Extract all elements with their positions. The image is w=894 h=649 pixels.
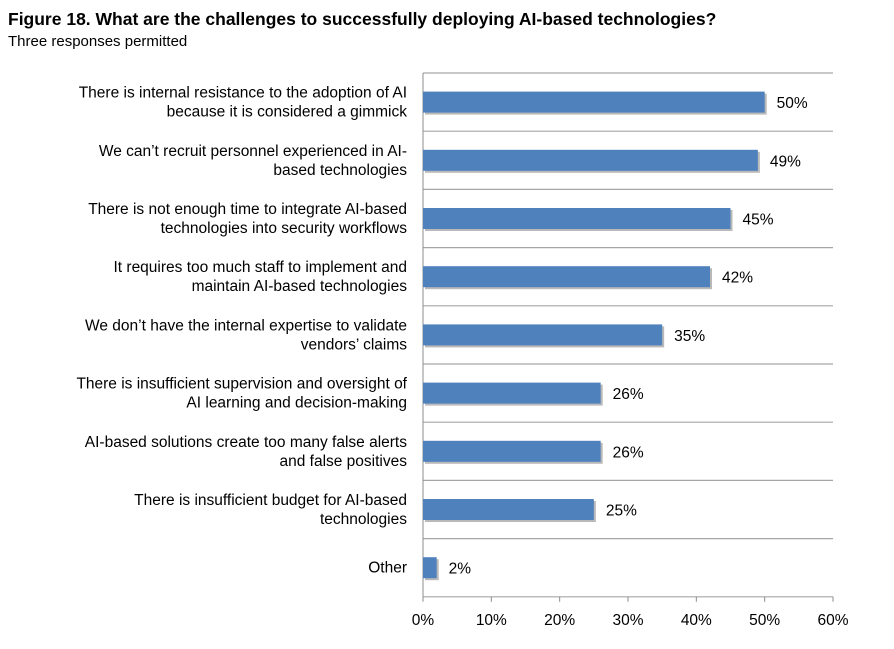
bar [423, 208, 731, 229]
category-label: We can’t recruit personnel experienced i… [99, 143, 407, 179]
category-label-line: technologies [320, 511, 407, 528]
category-label: AI-based solutions create too many false… [85, 434, 407, 470]
category-label-line: maintain AI-based technologies [192, 278, 408, 295]
category-label: There is internal resistance to the adop… [79, 85, 408, 121]
x-tick-label: 10% [476, 612, 507, 629]
category-label: Other [368, 560, 407, 577]
category-label-line: We don’t have the internal expertise to … [85, 317, 407, 334]
data-label: 26% [613, 444, 644, 461]
category-label-line: and false positives [279, 453, 407, 470]
category-label: It requires too much staff to implement … [113, 259, 407, 295]
category-label: There is insufficient supervision and ov… [76, 376, 407, 412]
category-label-line: There is insufficient supervision and ov… [76, 376, 407, 393]
category-label-line: It requires too much staff to implement … [113, 259, 407, 276]
data-label: 2% [449, 561, 472, 578]
category-label-line: AI-based solutions create too many false… [85, 434, 407, 451]
bar [423, 440, 601, 462]
category-label-line: technologies into security workflows [161, 220, 408, 237]
chart-subtitle: Three responses permitted [8, 33, 188, 50]
data-label: 50% [777, 95, 808, 112]
category-label-line: vendors’ claims [301, 336, 407, 353]
data-label: 49% [770, 153, 801, 170]
x-tick-label: 50% [749, 612, 780, 629]
category-label-line: We can’t recruit personnel experienced i… [99, 143, 407, 160]
category-label-line: AI learning and decision-making [186, 395, 407, 412]
category-label-line: There is internal resistance to the adop… [79, 85, 407, 102]
bar [423, 324, 663, 346]
x-tick-label: 30% [612, 612, 643, 629]
category-label: There is insufficient budget for AI-base… [134, 492, 407, 528]
data-label: 26% [613, 386, 644, 403]
bar [423, 266, 710, 288]
x-tick-label: 20% [544, 612, 575, 629]
bar [423, 91, 765, 113]
x-tick-label: 0% [412, 612, 435, 629]
chart-title: Figure 18. What are the challenges to su… [8, 9, 717, 29]
category-label: We don’t have the internal expertise to … [85, 317, 407, 353]
category-label-line: There is not enough time to integrate AI… [88, 201, 407, 218]
x-tick-label: 60% [817, 612, 848, 629]
data-label: 25% [606, 503, 637, 520]
category-label-line: Other [368, 560, 407, 577]
data-label: 42% [722, 270, 753, 287]
bar [423, 149, 758, 171]
x-tick-label: 40% [681, 612, 712, 629]
bar [423, 499, 594, 520]
bar [423, 557, 437, 579]
bar [423, 382, 601, 404]
data-label: 45% [743, 212, 774, 229]
category-label-line: because it is considered a gimmick [167, 104, 408, 121]
category-label-line: based technologies [273, 162, 407, 179]
data-label: 35% [674, 328, 705, 345]
category-label: There is not enough time to integrate AI… [88, 201, 407, 237]
category-label-line: There is insufficient budget for AI-base… [134, 492, 407, 509]
